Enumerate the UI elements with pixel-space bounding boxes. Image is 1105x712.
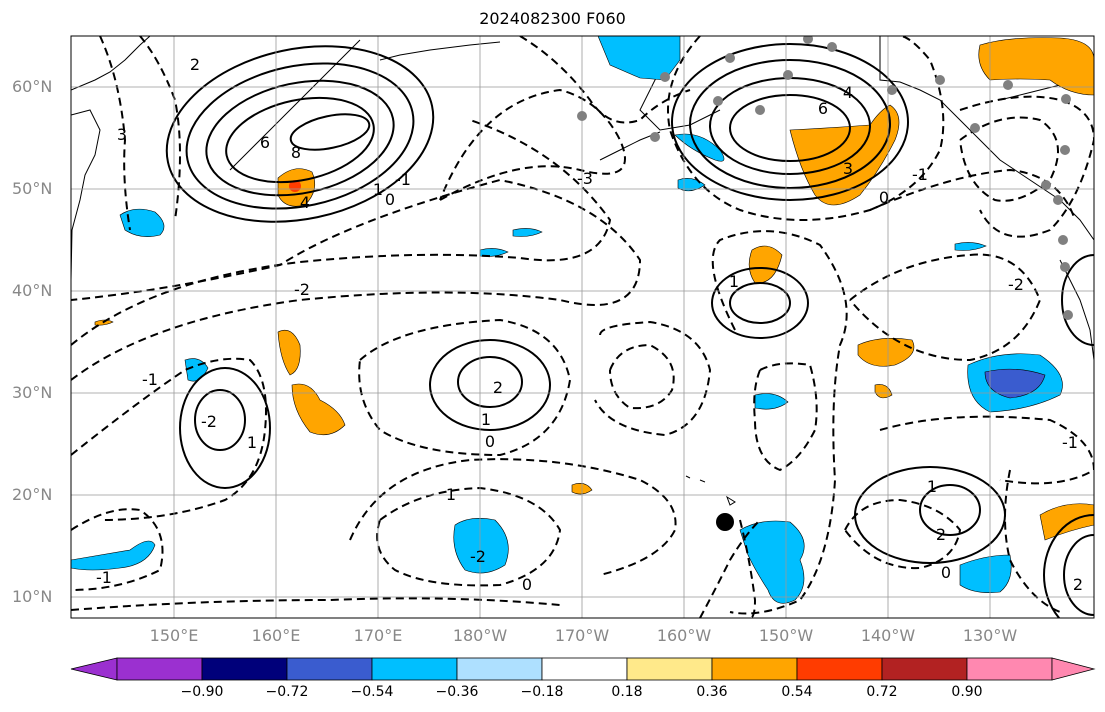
contour-label: -2: [201, 412, 217, 431]
lon-label: 160°W: [656, 626, 712, 645]
positive-contours: [165, 43, 1094, 618]
lat-label: 30°N: [12, 383, 53, 402]
contour-label: 3: [117, 125, 127, 144]
colorbar-tick-label: 0.90: [951, 684, 983, 700]
contour-labels: 4 6 8 2 3 1 0 -1 -2 -3 6 4 3 0 -1 -2 1 2…: [96, 55, 1083, 594]
lon-label: 150°E: [149, 626, 199, 645]
contour-label: 0: [941, 563, 951, 582]
contour-label: 1: [729, 272, 739, 291]
contour-label: -3: [577, 169, 593, 188]
colorbar-tick-label: −0.90: [180, 684, 224, 700]
lon-label: 150°W: [758, 626, 814, 645]
colorbar: [70, 657, 1096, 681]
contour-label: 4: [843, 83, 853, 102]
colorbar-tick-label: 0.18: [611, 684, 643, 700]
colorbar-extend-high: [1051, 657, 1096, 681]
map-plot-area: 4 6 8 2 3 1 0 -1 -2 -3 6 4 3 0 -1 -2 1 2…: [71, 36, 1094, 618]
colorbar-tick-label: −0.18: [520, 684, 564, 700]
colorbar-tick-label: 0.36: [696, 684, 728, 700]
contour-label: 4: [300, 193, 310, 212]
lon-label: 140°W: [860, 626, 916, 645]
lat-label: 50°N: [12, 179, 53, 198]
contour-label: 1: [373, 180, 383, 199]
colorbar-extend-low: [70, 657, 118, 681]
map-frame: [70, 35, 1095, 619]
contour-label: 3: [843, 159, 853, 178]
lat-label: 40°N: [12, 281, 53, 300]
contour-label: -2: [294, 280, 310, 299]
contour-label: 6: [260, 133, 270, 152]
lon-label: 160°E: [251, 626, 301, 645]
colorbar-tick-label: 0.72: [866, 684, 898, 700]
contour-label: -1: [912, 165, 928, 184]
lat-label: 60°N: [12, 77, 53, 96]
colorbar-tick-label: 0.54: [781, 684, 813, 700]
contour-label: 1: [247, 433, 257, 452]
contour-label: 1: [446, 485, 456, 504]
negative-contours: [71, 36, 1094, 618]
lon-label: 180°W: [452, 626, 508, 645]
contour-label: 2: [190, 55, 200, 74]
contour-label: 2: [936, 525, 946, 544]
contour-label: -1: [395, 170, 411, 189]
contour-label: 0: [485, 432, 495, 451]
contour-label: 0: [522, 575, 532, 594]
contour-label: 6: [818, 99, 828, 118]
contour-label: 1: [481, 410, 491, 429]
contour-label: -1: [142, 370, 158, 389]
colorbar-tick-label: −0.54: [350, 684, 394, 700]
contour-label: -2: [470, 547, 486, 566]
colorbar-tick-label: −0.36: [435, 684, 479, 700]
anomaly-fills: [71, 36, 1094, 604]
lon-label: 170°E: [353, 626, 403, 645]
coastlines: [71, 36, 1094, 506]
contour-label: 8: [291, 143, 301, 162]
lon-label: 170°W: [554, 626, 610, 645]
storm-center-marker: [716, 513, 734, 531]
lon-label: 130°W: [962, 626, 1018, 645]
contour-label: 0: [879, 188, 889, 207]
contour-label: -1: [1062, 433, 1078, 452]
contour-label: 2: [1073, 575, 1083, 594]
contour-label: 2: [493, 378, 503, 397]
station-markers: [577, 36, 1073, 320]
contour-label: 0: [385, 190, 395, 209]
gridlines: [71, 36, 1094, 618]
contour-label: -2: [1008, 275, 1024, 294]
lat-label: 20°N: [12, 485, 53, 504]
contour-label: -1: [96, 568, 112, 587]
colorbar-tick-label: −0.72: [265, 684, 309, 700]
contour-label: 1: [927, 477, 937, 496]
lat-label: 10°N: [12, 587, 53, 606]
map-title: 2024082300 F060: [479, 9, 626, 28]
